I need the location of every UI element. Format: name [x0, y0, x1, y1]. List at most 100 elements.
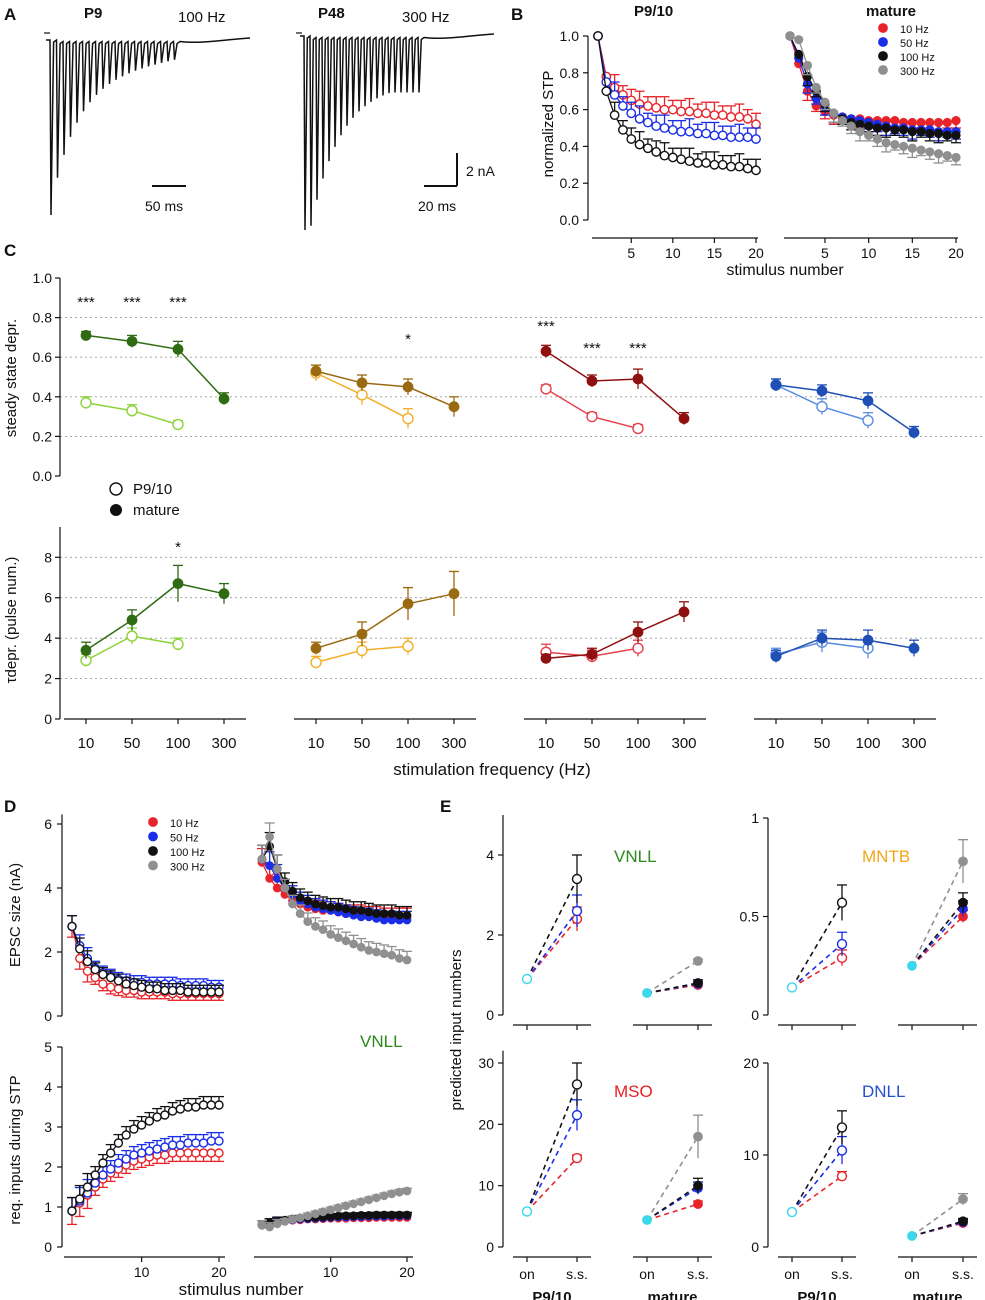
panel-e-mature-onset [642, 988, 652, 998]
panel-b-legend-marker [878, 65, 888, 75]
panel-d-bottom-ytick-label: 2 [44, 1159, 52, 1175]
panel-b-xtick-label: 15 [707, 245, 723, 261]
panel-d-point [75, 944, 85, 954]
panel-b-point [601, 86, 612, 97]
panel-c-mature-point [816, 632, 828, 644]
panel-b-point [676, 154, 687, 165]
panel-e-mature-line [646, 1203, 699, 1221]
panel-d-point [191, 1102, 201, 1112]
panel-e-p9-point [836, 938, 848, 950]
panel-d-point [295, 893, 305, 902]
panel-d-point [183, 1148, 193, 1158]
panel-d-point [105, 1148, 116, 1158]
panel-b-point [734, 112, 745, 122]
panel-d-xtick-label: 20 [211, 1264, 227, 1280]
panel-e-mature-line [646, 984, 699, 994]
panel-e-mature-onset [907, 960, 917, 971]
panel-c-xtick-label: 300 [671, 735, 696, 752]
panel-e-mature-point [693, 1199, 703, 1209]
panel-b-point [651, 121, 662, 132]
panel-e-nucleus-label: DNLL [862, 1082, 905, 1101]
panel-e-xtick-label: s.s. [687, 1266, 709, 1282]
panel-e-mature-line [911, 1198, 964, 1237]
panel-b-point [692, 108, 703, 119]
panel-b-point [907, 143, 917, 153]
panel-b-point [667, 124, 678, 135]
panel-d-point [379, 909, 389, 918]
panel-b-point [642, 117, 653, 128]
panel-e-ytick-label: 0 [751, 1239, 759, 1255]
panel-d-point [90, 964, 100, 975]
panel-d-point [372, 909, 381, 918]
panel-d-point [349, 906, 358, 915]
panel-c-p9-point [862, 414, 874, 427]
panel-c-p9-errbar-spacer [817, 652, 827, 672]
panel-d-point [167, 1106, 178, 1116]
panel-e-ytick-label: 1 [751, 810, 759, 826]
panel-c-mature-line [545, 611, 685, 660]
panel-d-point [113, 976, 124, 986]
panel-d-point [387, 1189, 397, 1199]
panel-c-p9-point [632, 422, 644, 435]
scale-bar-left-label: 50 ms [145, 198, 183, 214]
panel-c-mature-line [775, 384, 915, 434]
panel-b-point [684, 126, 695, 137]
panel-c-mature-point [80, 644, 92, 656]
panel-d-top-ytick-label: 0 [44, 1008, 52, 1024]
panel-d-point [265, 874, 275, 883]
panel-b-point [676, 106, 687, 117]
panel-c-mature-line [775, 637, 915, 657]
panel-b-point [951, 152, 961, 163]
panel-c-bottom-ytick-label: 4 [44, 630, 52, 646]
panel-c-mature-point [218, 588, 230, 600]
panel-d-point [265, 1222, 275, 1232]
panel-d-point [121, 979, 131, 989]
panel-d-point [333, 933, 343, 942]
panel-d-point [175, 1148, 186, 1158]
panel-d-point [333, 1203, 343, 1213]
panel-e-p9-point [571, 905, 583, 917]
panel-c-p9-point [172, 638, 184, 650]
panel-c-sig-top: *** [169, 294, 187, 311]
panel-b-point [726, 161, 736, 172]
panel-d-point [160, 1150, 170, 1160]
panel-d-point [90, 972, 100, 983]
panel-c-mature-line [85, 334, 225, 400]
panel-c-p9-point [402, 640, 414, 652]
panel-c-mature-line [545, 350, 685, 420]
panel-d-point [349, 939, 358, 949]
panel-e-mature-line [646, 1136, 699, 1221]
panel-b-point [634, 113, 645, 124]
panel-b-point [609, 110, 620, 121]
panel-c-p9-point [172, 418, 184, 431]
panel-c-mature-errbar-spacer [173, 602, 183, 638]
panel-b-point [601, 77, 612, 87]
panel-b-point [785, 31, 795, 41]
panel-b-point [692, 158, 703, 168]
panel-c-top-ytick-label: 0.4 [33, 389, 53, 405]
panel-b-point [942, 151, 952, 161]
panel-c-p9-point [126, 404, 138, 417]
legend-mature-label: mature [133, 502, 180, 519]
panel-b-xtick-label: 10 [665, 245, 681, 261]
panel-b-point [709, 130, 720, 141]
panel-d-point [311, 922, 320, 931]
panel-e-ytick-label: 0 [751, 1007, 759, 1023]
panel-d-point [98, 1170, 108, 1180]
panel-d-point [272, 864, 282, 874]
panel-d-point [372, 1210, 381, 1220]
panel-c-p9-point [402, 412, 414, 425]
panel-c-p9-errbar-spacer [403, 428, 413, 448]
panel-c-mature-point [172, 343, 184, 355]
panel-b-point [726, 132, 736, 143]
panel-d-point [152, 984, 162, 994]
panel-d-point [167, 1148, 178, 1158]
panel-b-left-title: P9/10 [634, 3, 673, 20]
panel-d-point [318, 901, 328, 910]
panel-d-point [183, 1138, 193, 1148]
panel-b-point [717, 110, 728, 121]
panel-c-sig-top: *** [537, 318, 555, 335]
panel-e-plots: 0 2 4 VNLL 0 0.5 1 MNTB 0 10 20 30 on s.s. P9/10 on s.s.… [478, 810, 977, 1300]
panel-d-point [333, 1211, 343, 1221]
